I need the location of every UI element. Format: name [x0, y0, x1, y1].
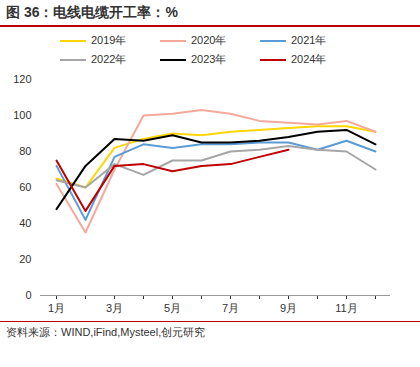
html-text:2019年: 2019年: [91, 34, 127, 46]
svg-text:20: 20: [19, 253, 31, 265]
html-text:2024年: 2024年: [291, 53, 327, 65]
svg-text:60: 60: [19, 181, 31, 193]
html-text:资料来源：WIND,iFind,Mysteel,创元研究: 资料来源：WIND,iFind,Mysteel,创元研究: [6, 326, 206, 338]
svg-text:3月: 3月: [106, 302, 123, 314]
html-text:图 36：电线电缆开工率：%: 图 36：电线电缆开工率：%: [6, 4, 178, 20]
html-text:2020年: 2020年: [191, 34, 227, 46]
html-text:2022年: 2022年: [91, 53, 127, 65]
svg-text:100: 100: [13, 109, 31, 121]
svg-text:0: 0: [25, 289, 31, 301]
svg-text:5月: 5月: [164, 302, 181, 314]
svg-text:40: 40: [19, 217, 31, 229]
html-text:2023年: 2023年: [191, 53, 227, 65]
html-text:2021年: 2021年: [291, 34, 327, 46]
svg-text:11月: 11月: [335, 302, 357, 314]
svg-text:9月: 9月: [280, 302, 297, 314]
svg-text:1月: 1月: [48, 302, 65, 314]
svg-text:80: 80: [19, 145, 31, 157]
svg-text:120: 120: [13, 73, 31, 85]
svg-text:7月: 7月: [222, 302, 239, 314]
